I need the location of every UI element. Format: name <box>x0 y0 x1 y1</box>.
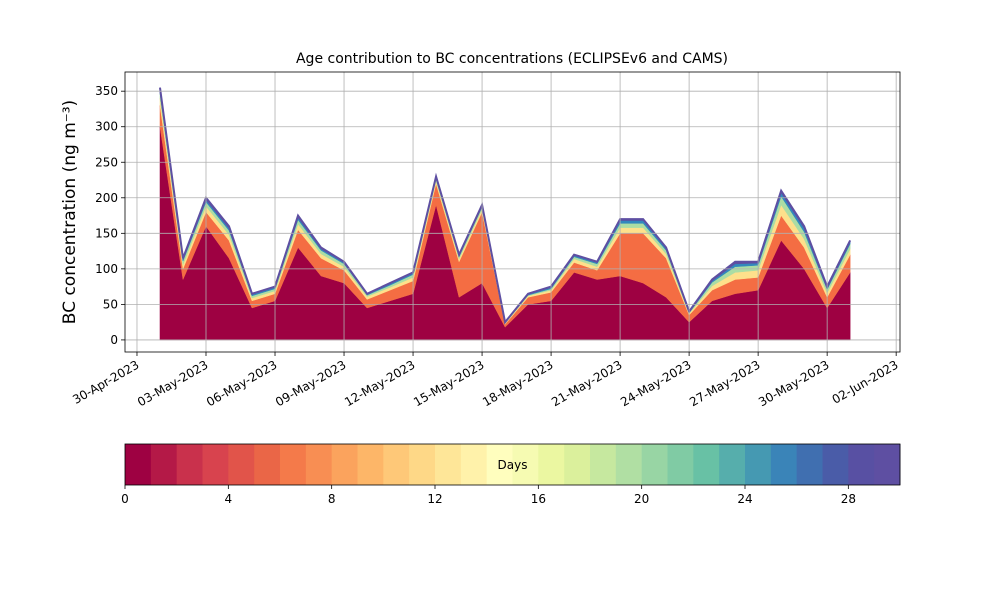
colorbar-tick-label: 24 <box>737 492 752 506</box>
colorbar-swatch <box>796 444 823 485</box>
colorbar-swatch <box>848 444 875 485</box>
x-tick-label: 03-May-2023 <box>135 358 210 410</box>
grid <box>125 72 900 352</box>
colorbar-swatch <box>615 444 643 485</box>
x-tick-label: 18-May-2023 <box>480 358 555 410</box>
colorbar-swatch <box>228 444 255 485</box>
colorbar-swatch <box>486 444 513 485</box>
colorbar-swatch <box>874 444 901 485</box>
x-tick-label: 09-May-2023 <box>273 358 348 410</box>
colorbar-label: Days <box>498 458 528 472</box>
y-tick-label: 150 <box>95 226 118 240</box>
colorbar-swatch <box>590 444 617 485</box>
y-tick-label: 100 <box>95 262 118 276</box>
colorbar-swatch <box>435 444 462 485</box>
y-tick-label: 350 <box>95 84 118 98</box>
colorbar-tick-label: 12 <box>427 492 442 506</box>
x-tick-label: 27-May-2023 <box>687 358 762 410</box>
colorbar-swatch <box>667 444 694 485</box>
colorbar-swatch <box>305 444 333 485</box>
colorbar-tick-label: 0 <box>121 492 129 506</box>
colorbar-swatch <box>538 444 565 485</box>
colorbar-swatch <box>512 444 539 485</box>
x-tick-label: 02-Jun-2023 <box>830 358 901 407</box>
colorbar-frame <box>124 443 901 486</box>
colorbar-swatch <box>150 444 178 485</box>
colorbar-swatch <box>564 444 591 485</box>
x-tick-label: 12-May-2023 <box>342 358 417 410</box>
colorbar-swatch <box>822 444 849 485</box>
colorbar-tick-label: 20 <box>634 492 649 506</box>
y-axis-label: BC concentration (ng m⁻³) <box>60 100 80 324</box>
colorbar-swatch <box>357 444 384 485</box>
colorbar-swatch <box>641 444 668 485</box>
chart-title: Age contribution to BC concentrations (E… <box>296 51 728 67</box>
colorbar-swatch <box>770 444 798 485</box>
x-tick-label: 24-May-2023 <box>618 358 693 410</box>
y-tick-label: 200 <box>95 191 118 205</box>
colorbar-swatch <box>125 444 152 485</box>
axes-frame <box>124 71 901 353</box>
y-tick-label: 300 <box>95 120 118 134</box>
colorbar-tick-label: 4 <box>225 492 233 506</box>
colorbar-swatch <box>176 444 203 485</box>
colorbar-swatch <box>383 444 410 485</box>
colorbar-tick-label: 28 <box>841 492 856 506</box>
colorbar-swatch <box>693 444 720 485</box>
x-tick-label: 21-May-2023 <box>549 358 624 410</box>
x-tick-label: 30-Apr-2023 <box>70 358 141 407</box>
colorbar-swatch <box>719 444 746 485</box>
colorbar-swatch <box>409 444 436 485</box>
colorbar-swatch <box>280 444 307 485</box>
colorbar-swatch <box>745 444 772 485</box>
colorbar-swatch <box>202 444 229 485</box>
x-tick-label: 06-May-2023 <box>204 358 279 410</box>
y-tick-label: 0 <box>110 333 118 347</box>
y-tick-label: 50 <box>103 297 118 311</box>
colorbar-swatch <box>331 444 358 485</box>
y-tick-label: 250 <box>95 155 118 169</box>
colorbar-swatch <box>460 444 488 485</box>
x-tick-label: 15-May-2023 <box>411 358 486 410</box>
colorbar-swatch <box>254 444 281 485</box>
x-tick-label: 30-May-2023 <box>756 358 831 410</box>
plot-area <box>158 87 852 341</box>
colorbar-tick-label: 16 <box>531 492 546 506</box>
colorbar-tick-label: 8 <box>328 492 336 506</box>
